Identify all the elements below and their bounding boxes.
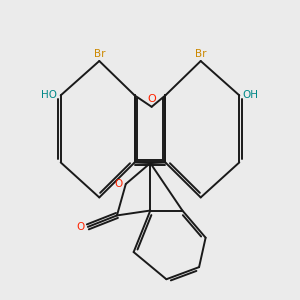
Text: O: O (147, 94, 156, 104)
Text: HO: HO (41, 90, 57, 100)
Text: Br: Br (195, 49, 206, 59)
Text: OH: OH (243, 90, 259, 100)
Text: O: O (114, 179, 122, 189)
Text: O: O (76, 222, 85, 232)
Text: Br: Br (94, 49, 105, 59)
